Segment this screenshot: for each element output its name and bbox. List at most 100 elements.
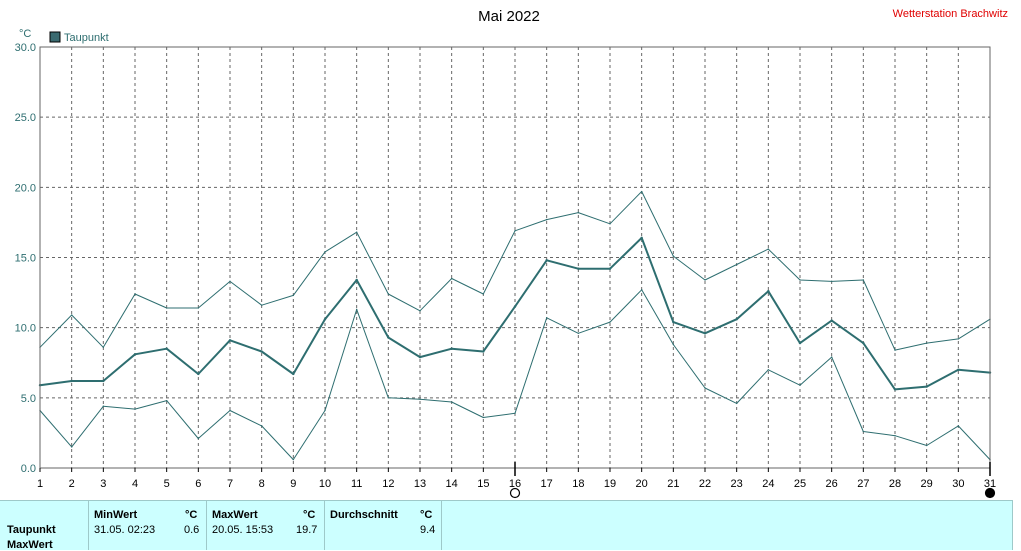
data-point-min [482, 416, 485, 419]
x-tick-label: 20 [636, 478, 648, 490]
data-point-max [260, 304, 263, 306]
data-point-max [387, 293, 390, 295]
data-point-mean [830, 319, 833, 322]
data-point-mean [798, 341, 802, 345]
y-tick-label: 15.0 [15, 253, 36, 265]
data-point-mean [418, 355, 422, 359]
avg-value: 9.4 [420, 524, 436, 536]
stats-table: Taupunkt MaxWert MinWert °C 31.05. 02:23… [0, 500, 1013, 551]
max-date: 20.05. 15:53 [212, 524, 274, 536]
x-tick-label: 7 [227, 478, 233, 490]
data-point-min [799, 384, 801, 386]
data-point-max [735, 263, 738, 266]
data-point-max [577, 211, 580, 214]
x-tick-label: 23 [731, 478, 743, 490]
data-point-max [545, 218, 548, 221]
data-point-mean [197, 372, 200, 376]
min-unit: °C [185, 509, 198, 521]
data-point-max [355, 231, 358, 233]
data-point-mean [608, 267, 612, 270]
y-unit-label: °C [19, 28, 31, 40]
data-point-min [609, 321, 611, 323]
data-point-min [830, 356, 833, 358]
data-point-min [260, 425, 263, 427]
x-tick-label: 8 [259, 478, 265, 490]
data-point-min [957, 425, 960, 427]
data-point-min [292, 458, 295, 461]
data-point-max [450, 277, 453, 280]
x-tick-label: 5 [164, 478, 170, 490]
data-point-mean [387, 336, 390, 339]
x-tick-label: 1 [37, 478, 43, 490]
data-point-max [324, 251, 326, 253]
table-divider [88, 501, 89, 550]
x-tick-label: 15 [477, 478, 489, 490]
table-divider [206, 501, 207, 550]
data-point-min [102, 405, 105, 407]
data-point-max [292, 294, 295, 297]
data-point-min [324, 409, 326, 412]
y-tick-label: 5.0 [21, 393, 36, 405]
series-line-min [39, 289, 991, 461]
data-point-max [609, 223, 611, 225]
data-point-mean [513, 305, 517, 308]
data-point-mean [450, 347, 453, 350]
min-date: 31.05. 02:23 [94, 524, 156, 536]
data-point-min [355, 308, 358, 311]
legend-swatch [49, 31, 61, 43]
data-point-min [134, 408, 136, 410]
min-header: MinWert [94, 509, 138, 521]
x-tick-label: 9 [290, 478, 296, 490]
data-point-mean [70, 379, 73, 383]
data-point-mean [703, 332, 707, 335]
data-point-max [134, 293, 136, 295]
data-point-max [957, 338, 960, 340]
data-point-mean [133, 353, 137, 356]
legend-label: Taupunkt [64, 32, 109, 44]
data-point-min [862, 430, 865, 433]
avg-unit: °C [420, 509, 433, 521]
max-unit: °C [303, 509, 316, 521]
data-point-min [925, 444, 928, 447]
data-point-max [672, 255, 675, 257]
data-point-mean [482, 350, 485, 353]
max-value: 19.7 [296, 524, 318, 536]
data-point-max [229, 280, 231, 283]
data-point-min [419, 398, 421, 400]
data-point-max [514, 230, 516, 232]
data-point-mean [925, 385, 928, 388]
avg-header: Durchschnitt [330, 509, 398, 521]
data-point-min [894, 435, 896, 437]
x-tick-label: 21 [667, 478, 679, 490]
x-tick-label: 19 [604, 478, 616, 490]
x-tick-label: 25 [794, 478, 806, 490]
row-label: Taupunkt [7, 524, 56, 536]
data-point-min [672, 343, 675, 346]
data-point-mean [545, 259, 548, 262]
data-point-max [640, 190, 643, 193]
x-tick-label: 13 [414, 478, 426, 490]
x-tick-label: 17 [541, 478, 553, 490]
x-tick-label: 10 [319, 478, 331, 490]
data-point-max [419, 310, 421, 312]
data-point-mean [102, 379, 105, 383]
x-tick-label: 31 [984, 478, 996, 490]
x-tick-label: 26 [826, 478, 838, 490]
y-tick-label: 10.0 [15, 323, 36, 335]
data-point-mean [957, 368, 960, 371]
data-point-mean [260, 350, 263, 353]
data-point-max [830, 280, 833, 283]
x-tick-label: 2 [69, 478, 75, 490]
y-tick-label: 0.0 [21, 463, 36, 475]
dew-point-chart: Mai 2022 Wetterstation Brachwitz °C Taup… [15, 8, 1008, 499]
x-tick-label: 30 [952, 478, 964, 490]
data-point-max [925, 342, 928, 344]
data-point-min [640, 289, 643, 291]
y-tick-label: 30.0 [15, 42, 36, 54]
data-point-mean [577, 267, 580, 270]
table-divider [441, 501, 442, 550]
data-point-min [767, 369, 770, 371]
data-point-max [482, 293, 485, 295]
axes: 0.05.010.015.020.025.030.01 2 3 4 5 6 7 8 9 10 11 1… [15, 42, 996, 499]
data-point-mean [228, 339, 232, 342]
